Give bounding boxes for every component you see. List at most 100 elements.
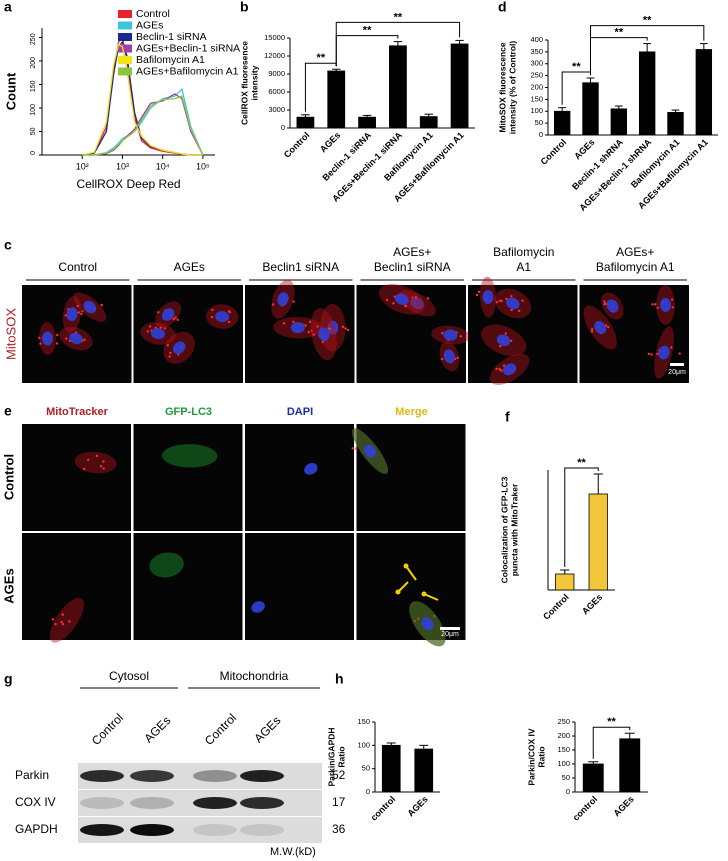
blot-band [130,797,174,809]
cell-body [74,451,117,474]
protein-label: COX IV [15,795,56,809]
nucleus [594,320,607,335]
y-tick-label: 250 [530,71,543,80]
y-tick-label: 9000 [268,69,285,78]
puncta [310,329,313,332]
significance-bracket [564,467,599,567]
y-tick-label: 250 [557,717,570,726]
puncta [385,298,389,302]
y-axis-label: puncta with MitoTraker [509,483,519,576]
blot-band [240,797,284,809]
y-axis-label: Colocalization of GFP-LC3 [499,476,509,583]
panel-label: a [4,0,12,15]
error-bar [671,109,680,113]
bar [638,51,656,136]
y-axis-label: Parkin/COX IV [526,728,536,785]
puncta [83,467,86,471]
puncta [498,299,502,303]
significance-label: ** [577,457,586,469]
bar [582,82,599,136]
puncta [100,303,104,307]
column-label: GFP-LC3 [165,406,212,418]
bar [582,763,604,793]
y-axis-label: Count [3,72,18,110]
error-bar [699,43,708,50]
error-bar [614,105,623,109]
puncta [148,325,152,328]
nucleus [42,331,54,346]
y-tick-label: 6000 [268,87,285,96]
micrograph [133,424,243,531]
legend-swatch [118,21,132,30]
y-axis-label: intensity (% of Control) [507,41,517,135]
x-tick-label: 10² [76,161,89,171]
puncta [346,328,350,332]
puncta [456,356,459,360]
y-tick-label: 150 [530,94,543,103]
puncta [68,620,71,623]
arrow-head [403,563,409,569]
y-axis-label: MitoSOX fluorescence [497,42,507,132]
nucleus [304,463,318,475]
blot-band [130,770,174,782]
puncta [227,310,231,313]
y-tick-label: 0 [30,151,37,155]
puncta [495,300,499,304]
bar [610,108,628,136]
legend-swatch [118,10,132,18]
puncta [670,346,673,349]
bar [555,573,575,591]
panel-label: f [505,409,510,425]
y-tick-label: 150 [357,717,370,726]
legend-swatch [118,56,132,64]
puncta [518,309,521,313]
nucleus [290,322,305,334]
weight-label: 52 [332,768,346,782]
y-tick-label: 12000 [264,51,285,60]
puncta [656,306,660,309]
significance-label: ** [363,25,372,37]
puncta [38,336,41,340]
micrograph [356,424,466,531]
significance-label: ** [394,11,403,23]
legend-swatch [118,44,132,53]
puncta [590,327,594,331]
y-tick-label: 100 [357,740,370,749]
puncta [176,318,179,322]
nucleus [443,329,458,341]
puncta [477,290,481,294]
micrograph [579,285,689,383]
puncta [650,353,653,356]
puncta [169,351,172,355]
panel-label: h [335,671,344,687]
bar [327,70,346,129]
column-label: MitoTracker [46,406,108,418]
fraction-label: Cytosol [109,669,149,683]
y-tick-label: 200 [557,731,570,740]
nucleus [395,293,409,306]
error-bar [419,744,429,750]
panel-label: d [498,0,507,15]
bar [389,45,407,129]
column-label: Beclin1 siRNA [262,260,339,274]
puncta [426,297,430,300]
nucleus [215,311,230,323]
puncta [651,303,654,306]
puncta [510,308,513,312]
nucleus [150,328,165,340]
column-label: AGEs+ [393,245,431,259]
histogram-line [82,95,204,156]
blot-band [240,770,284,782]
y-tick-label: 0 [366,787,370,796]
panel-label: g [4,671,13,687]
blot-band [130,824,174,836]
y-tick-label: 50 [30,127,37,135]
puncta [39,342,42,345]
y-axis-label: Ratio [336,746,346,767]
y-axis-label: Ratio [536,746,546,767]
x-tick-label: 10⁴ [156,161,170,171]
micrograph [245,533,354,640]
significance-bracket [592,726,631,759]
puncta [211,308,214,312]
micrograph [22,424,131,531]
